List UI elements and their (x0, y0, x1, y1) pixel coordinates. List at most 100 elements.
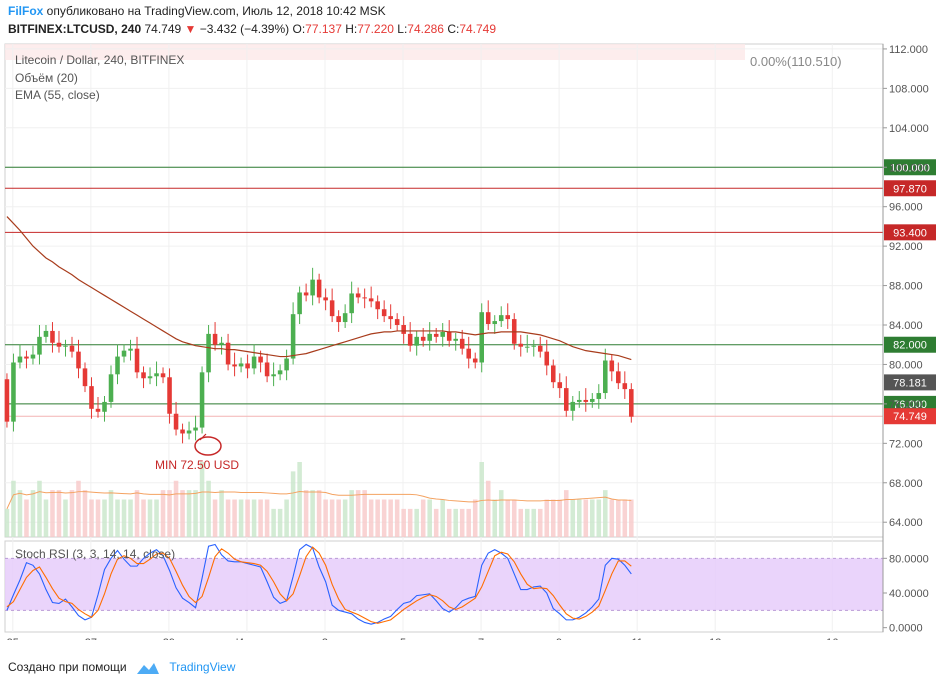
time-tick-label: 16 (826, 637, 838, 640)
price-tick-label: 84.000 (889, 320, 923, 332)
volume-bar (290, 471, 296, 537)
volume-bar (82, 490, 88, 537)
price-tag (884, 374, 936, 391)
stoch-tick-label: 80.0000 (889, 553, 929, 565)
candle-body (154, 373, 159, 377)
volume-bar (394, 499, 400, 537)
candle-body (271, 374, 276, 377)
time-tick-label: 13 (709, 637, 721, 640)
price-change: −3.432 (−4.39%) (199, 22, 290, 36)
legend-title[interactable]: Litecoin / Dollar, 240, BITFINEX (15, 53, 185, 67)
candle-body (336, 316, 341, 323)
volume-bar (238, 499, 244, 537)
min-annotation: MIN 72.50 USD (155, 433, 239, 472)
candle-body (167, 377, 172, 414)
legend-ema[interactable]: EMA (55, close) (15, 88, 100, 102)
candle-body (297, 292, 302, 315)
volume-bar (440, 499, 445, 537)
candle-body (17, 356, 23, 363)
candle-body (577, 399, 582, 402)
volume-bar (505, 499, 511, 537)
level-price-label: 93.400 (893, 227, 927, 239)
time-tick-label: 5 (400, 637, 406, 640)
stoch-line-d (6, 546, 632, 624)
candle-body (102, 401, 107, 412)
candle-body (108, 374, 114, 402)
level-price-label: 76.000 (893, 399, 927, 411)
volume-bar (115, 499, 120, 537)
level-price-label: 100.000 (890, 162, 930, 174)
price-tag-label: 78.181 (893, 377, 927, 389)
volume-bar (355, 490, 361, 537)
legend-volume[interactable]: Объём (20) (15, 71, 78, 85)
stoch-tick-label: 40.0000 (889, 588, 929, 600)
time-tick-label: 11 (631, 637, 642, 640)
volume-bar (24, 499, 29, 537)
candle-body (193, 427, 198, 431)
volume-bar (76, 480, 81, 537)
low-label: L: (397, 22, 408, 36)
candle-body (128, 348, 133, 351)
volume-bar (537, 508, 543, 537)
time-axis[interactable]: 25 27 29 Июл 3 5 7 9 11 13 16 (7, 637, 839, 640)
candle-body (485, 312, 491, 325)
symbol-name[interactable]: BITFINEX:LTCUSD, 240 (8, 22, 142, 36)
candle-body (232, 364, 237, 367)
level-price-tag (884, 336, 936, 353)
price-tag (884, 408, 936, 425)
volume-bar (336, 499, 341, 537)
volume-bar (4, 508, 10, 537)
volume-bar (414, 508, 419, 537)
time-tick-label: 29 (163, 637, 175, 640)
candle-body (349, 293, 354, 314)
volume-bar (154, 499, 159, 537)
volume-bar (245, 499, 250, 537)
candle-body (24, 356, 29, 359)
volume-bar (550, 499, 556, 537)
top-highlight-band (5, 44, 745, 60)
stoch-rsi-pane (5, 543, 883, 625)
candle-body (420, 336, 426, 341)
volume-bar (583, 499, 589, 537)
level-price-tag (884, 159, 936, 176)
candle-body (63, 345, 68, 347)
volume-bar (284, 499, 289, 537)
candle-body (95, 408, 101, 412)
candle-body (622, 383, 628, 390)
price-tick-label: 104.000 (889, 123, 929, 135)
candle-body (134, 348, 140, 373)
volume-bar (271, 508, 276, 537)
level-price-tag (884, 224, 936, 241)
volume-bar (616, 499, 621, 537)
min-label: MIN 72.50 USD (155, 458, 239, 472)
volume-bar (303, 490, 309, 537)
time-tick-label: 25 (7, 637, 19, 640)
candle-body (544, 351, 550, 366)
author-name[interactable]: FilFox (8, 4, 44, 18)
volume-bar (11, 480, 16, 537)
volume-bar (563, 490, 569, 537)
candle-body (219, 342, 224, 345)
price-pane-frame (4, 43, 884, 538)
horizontal-levels[interactable]: 100.000 97.870 93.400 82.000 76.000 78.181 74.… (5, 159, 936, 425)
chart-canvas[interactable]: 100.000 97.870 93.400 82.000 76.000 78.181 74.… (0, 0, 941, 640)
volume-bar (407, 508, 413, 537)
candle-body (427, 333, 432, 341)
candle-body (524, 346, 530, 348)
candle-body (115, 356, 120, 375)
volume-bar (388, 499, 393, 537)
volume-bar (329, 499, 335, 537)
candle-body (89, 386, 94, 409)
tradingview-link[interactable]: TradingView (169, 660, 236, 674)
price-axis[interactable]: 112.000 108.000 104.000 100.000 96.000 92.000… (882, 44, 929, 635)
price-tick-label: 72.000 (889, 438, 923, 450)
percent-readout: 0.00%(110.510) (750, 54, 842, 69)
candle-body (310, 279, 315, 296)
candle-body (407, 333, 413, 346)
volume-bar (193, 490, 198, 537)
legend-stoch[interactable]: Stoch RSI (3, 3, 14, 14, close) (15, 547, 176, 561)
candle-body (186, 430, 192, 434)
high-value: 77.220 (357, 22, 394, 36)
candle-body (466, 348, 471, 359)
volume-bar (596, 499, 602, 537)
